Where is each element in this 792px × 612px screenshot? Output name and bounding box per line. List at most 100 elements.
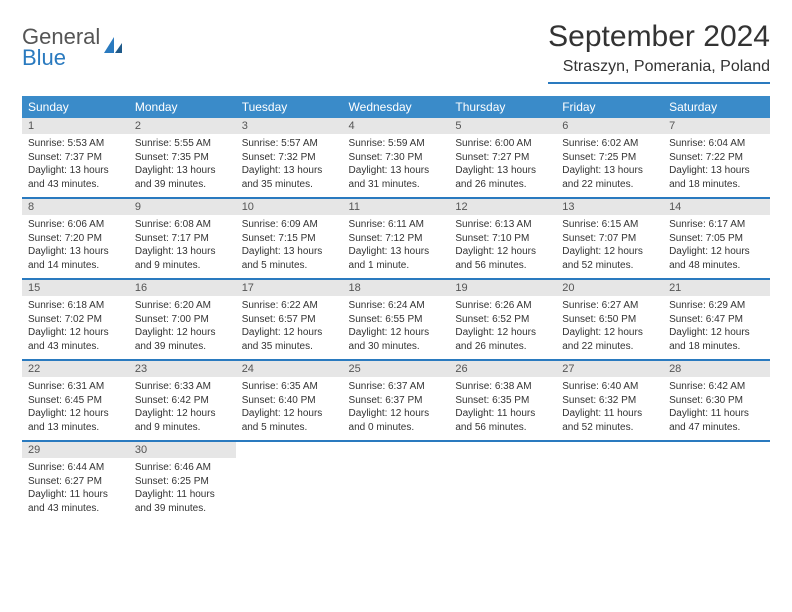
day-number: 21 — [663, 280, 770, 296]
day-content: Sunrise: 5:57 AMSunset: 7:32 PMDaylight:… — [236, 134, 343, 197]
day-content: Sunrise: 6:35 AMSunset: 6:40 PMDaylight:… — [236, 377, 343, 440]
day-cell: 9Sunrise: 6:08 AMSunset: 7:17 PMDaylight… — [129, 198, 236, 279]
sunset: Sunset: 6:27 PM — [28, 475, 123, 489]
week-row: 22Sunrise: 6:31 AMSunset: 6:45 PMDayligh… — [22, 360, 770, 441]
day-number: 8 — [22, 199, 129, 215]
header: General Blue September 2024 Straszyn, Po… — [22, 20, 770, 84]
day-number: 30 — [129, 442, 236, 458]
sunset: Sunset: 6:42 PM — [135, 394, 230, 408]
day-content: Sunrise: 6:29 AMSunset: 6:47 PMDaylight:… — [663, 296, 770, 359]
sunrise: Sunrise: 5:53 AM — [28, 137, 123, 151]
sunset: Sunset: 7:25 PM — [562, 151, 657, 165]
day-content: Sunrise: 6:37 AMSunset: 6:37 PMDaylight:… — [343, 377, 450, 440]
day-cell — [449, 441, 556, 521]
day-cell: 6Sunrise: 6:02 AMSunset: 7:25 PMDaylight… — [556, 118, 663, 198]
daylight: Daylight: 13 hours and 18 minutes. — [669, 164, 764, 191]
daylight: Daylight: 12 hours and 56 minutes. — [455, 245, 550, 272]
sunset: Sunset: 7:12 PM — [349, 232, 444, 246]
day-number: 5 — [449, 118, 556, 134]
daylight: Daylight: 12 hours and 0 minutes. — [349, 407, 444, 434]
daylight: Daylight: 11 hours and 47 minutes. — [669, 407, 764, 434]
day-header: Thursday — [449, 96, 556, 118]
sunset: Sunset: 6:35 PM — [455, 394, 550, 408]
day-cell: 12Sunrise: 6:13 AMSunset: 7:10 PMDayligh… — [449, 198, 556, 279]
sunset: Sunset: 6:40 PM — [242, 394, 337, 408]
day-cell: 10Sunrise: 6:09 AMSunset: 7:15 PMDayligh… — [236, 198, 343, 279]
sunrise: Sunrise: 6:26 AM — [455, 299, 550, 313]
day-content: Sunrise: 6:06 AMSunset: 7:20 PMDaylight:… — [22, 215, 129, 278]
day-header: Sunday — [22, 96, 129, 118]
day-number: 12 — [449, 199, 556, 215]
day-number: 3 — [236, 118, 343, 134]
location: Straszyn, Pomerania, Poland — [548, 58, 770, 84]
day-cell: 16Sunrise: 6:20 AMSunset: 7:00 PMDayligh… — [129, 279, 236, 360]
calendar-page: General Blue September 2024 Straszyn, Po… — [0, 0, 792, 541]
sunset: Sunset: 7:20 PM — [28, 232, 123, 246]
sunrise: Sunrise: 6:24 AM — [349, 299, 444, 313]
daylight: Daylight: 12 hours and 43 minutes. — [28, 326, 123, 353]
sunrise: Sunrise: 6:33 AM — [135, 380, 230, 394]
day-header: Wednesday — [343, 96, 450, 118]
sunrise: Sunrise: 6:04 AM — [669, 137, 764, 151]
daylight: Daylight: 11 hours and 52 minutes. — [562, 407, 657, 434]
daylight: Daylight: 12 hours and 39 minutes. — [135, 326, 230, 353]
day-content: Sunrise: 5:55 AMSunset: 7:35 PMDaylight:… — [129, 134, 236, 197]
day-number: 15 — [22, 280, 129, 296]
day-cell: 30Sunrise: 6:46 AMSunset: 6:25 PMDayligh… — [129, 441, 236, 521]
day-header: Tuesday — [236, 96, 343, 118]
day-content: Sunrise: 6:42 AMSunset: 6:30 PMDaylight:… — [663, 377, 770, 440]
day-cell: 3Sunrise: 5:57 AMSunset: 7:32 PMDaylight… — [236, 118, 343, 198]
day-cell: 28Sunrise: 6:42 AMSunset: 6:30 PMDayligh… — [663, 360, 770, 441]
day-content: Sunrise: 6:33 AMSunset: 6:42 PMDaylight:… — [129, 377, 236, 440]
sunrise: Sunrise: 6:02 AM — [562, 137, 657, 151]
day-cell: 4Sunrise: 5:59 AMSunset: 7:30 PMDaylight… — [343, 118, 450, 198]
day-cell: 29Sunrise: 6:44 AMSunset: 6:27 PMDayligh… — [22, 441, 129, 521]
day-number: 20 — [556, 280, 663, 296]
day-cell: 19Sunrise: 6:26 AMSunset: 6:52 PMDayligh… — [449, 279, 556, 360]
day-number: 23 — [129, 361, 236, 377]
day-cell: 21Sunrise: 6:29 AMSunset: 6:47 PMDayligh… — [663, 279, 770, 360]
day-header: Monday — [129, 96, 236, 118]
day-cell: 11Sunrise: 6:11 AMSunset: 7:12 PMDayligh… — [343, 198, 450, 279]
day-cell: 20Sunrise: 6:27 AMSunset: 6:50 PMDayligh… — [556, 279, 663, 360]
day-cell: 23Sunrise: 6:33 AMSunset: 6:42 PMDayligh… — [129, 360, 236, 441]
daylight: Daylight: 12 hours and 5 minutes. — [242, 407, 337, 434]
day-number: 29 — [22, 442, 129, 458]
day-number: 1 — [22, 118, 129, 134]
day-number: 7 — [663, 118, 770, 134]
sunset: Sunset: 6:50 PM — [562, 313, 657, 327]
logo-blue: Blue — [22, 47, 100, 69]
sunset: Sunset: 7:27 PM — [455, 151, 550, 165]
sunset: Sunset: 6:45 PM — [28, 394, 123, 408]
daylight: Daylight: 13 hours and 9 minutes. — [135, 245, 230, 272]
day-content: Sunrise: 6:17 AMSunset: 7:05 PMDaylight:… — [663, 215, 770, 278]
day-cell: 17Sunrise: 6:22 AMSunset: 6:57 PMDayligh… — [236, 279, 343, 360]
sunrise: Sunrise: 6:18 AM — [28, 299, 123, 313]
day-number: 25 — [343, 361, 450, 377]
calendar-table: SundayMondayTuesdayWednesdayThursdayFrid… — [22, 96, 770, 521]
logo: General Blue — [22, 26, 124, 69]
daylight: Daylight: 13 hours and 26 minutes. — [455, 164, 550, 191]
day-number: 22 — [22, 361, 129, 377]
daylight: Daylight: 12 hours and 52 minutes. — [562, 245, 657, 272]
daylight: Daylight: 13 hours and 39 minutes. — [135, 164, 230, 191]
logo-text: General Blue — [22, 26, 100, 69]
day-cell — [236, 441, 343, 521]
sunrise: Sunrise: 5:57 AM — [242, 137, 337, 151]
sunset: Sunset: 6:25 PM — [135, 475, 230, 489]
day-cell: 25Sunrise: 6:37 AMSunset: 6:37 PMDayligh… — [343, 360, 450, 441]
calendar-body: 1Sunrise: 5:53 AMSunset: 7:37 PMDaylight… — [22, 118, 770, 521]
sunset: Sunset: 7:10 PM — [455, 232, 550, 246]
day-content: Sunrise: 6:46 AMSunset: 6:25 PMDaylight:… — [129, 458, 236, 521]
sunrise: Sunrise: 6:29 AM — [669, 299, 764, 313]
day-cell — [556, 441, 663, 521]
day-cell: 1Sunrise: 5:53 AMSunset: 7:37 PMDaylight… — [22, 118, 129, 198]
daylight: Daylight: 12 hours and 13 minutes. — [28, 407, 123, 434]
sunrise: Sunrise: 5:55 AM — [135, 137, 230, 151]
day-content: Sunrise: 6:18 AMSunset: 7:02 PMDaylight:… — [22, 296, 129, 359]
day-content: Sunrise: 5:59 AMSunset: 7:30 PMDaylight:… — [343, 134, 450, 197]
day-content: Sunrise: 6:40 AMSunset: 6:32 PMDaylight:… — [556, 377, 663, 440]
day-cell: 18Sunrise: 6:24 AMSunset: 6:55 PMDayligh… — [343, 279, 450, 360]
sunrise: Sunrise: 6:37 AM — [349, 380, 444, 394]
day-content: Sunrise: 6:08 AMSunset: 7:17 PMDaylight:… — [129, 215, 236, 278]
